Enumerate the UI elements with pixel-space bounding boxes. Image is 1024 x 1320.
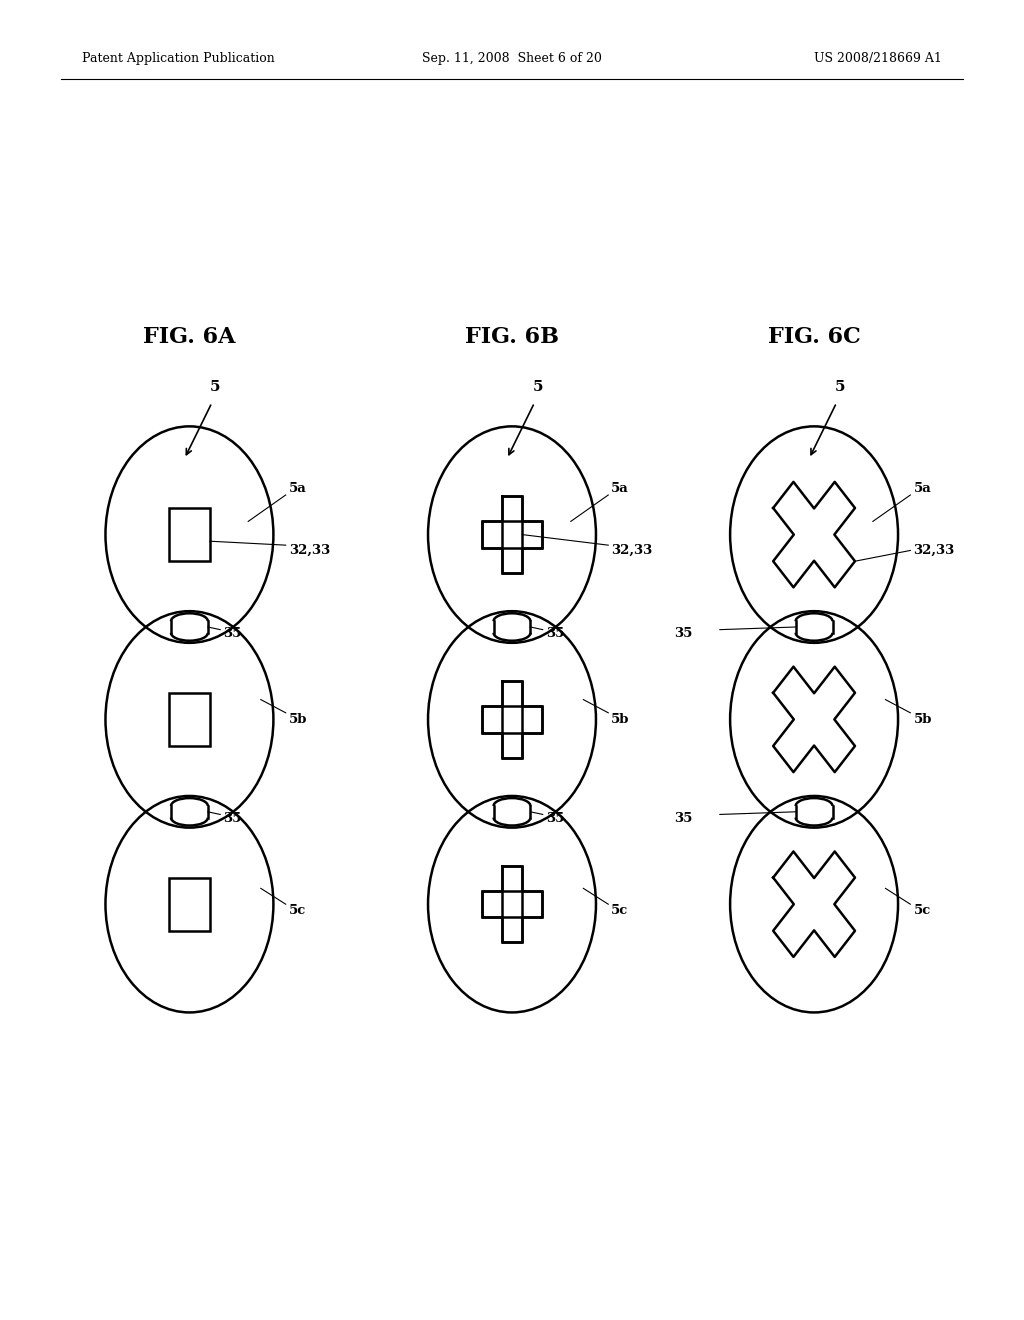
Text: 5a: 5a [611,482,629,495]
Bar [482,706,542,733]
Text: FIG. 6B: FIG. 6B [465,326,559,347]
Text: 32,33: 32,33 [611,544,652,557]
Text: 5a: 5a [289,482,306,495]
Text: 35: 35 [223,812,242,825]
Text: 5c: 5c [289,904,306,917]
Text: 35: 35 [546,627,564,640]
Bar [502,866,522,942]
Bar [169,878,210,931]
Text: 5c: 5c [611,904,629,917]
Text: 32,33: 32,33 [289,544,330,557]
Text: 5b: 5b [611,713,630,726]
Text: US 2008/218669 A1: US 2008/218669 A1 [814,51,942,65]
Text: 35: 35 [223,627,242,640]
Text: 35: 35 [674,812,692,825]
Bar [502,681,522,758]
Text: 35: 35 [674,627,692,640]
Bar [169,508,210,561]
Text: 35: 35 [546,812,564,825]
Bar [169,693,210,746]
Bar [482,521,542,548]
Text: 5b: 5b [289,713,307,726]
Text: 5c: 5c [913,904,931,917]
Text: Patent Application Publication: Patent Application Publication [82,51,274,65]
Text: 5a: 5a [913,482,931,495]
Text: FIG. 6C: FIG. 6C [768,326,860,347]
Text: FIG. 6A: FIG. 6A [143,326,236,347]
Text: 5: 5 [532,380,543,393]
Text: 32,33: 32,33 [913,544,954,557]
Text: Sep. 11, 2008  Sheet 6 of 20: Sep. 11, 2008 Sheet 6 of 20 [422,51,602,65]
Text: 5: 5 [210,380,220,393]
Bar [502,496,522,573]
Text: 5b: 5b [913,713,932,726]
Bar [482,891,542,917]
Text: 5: 5 [835,380,845,393]
